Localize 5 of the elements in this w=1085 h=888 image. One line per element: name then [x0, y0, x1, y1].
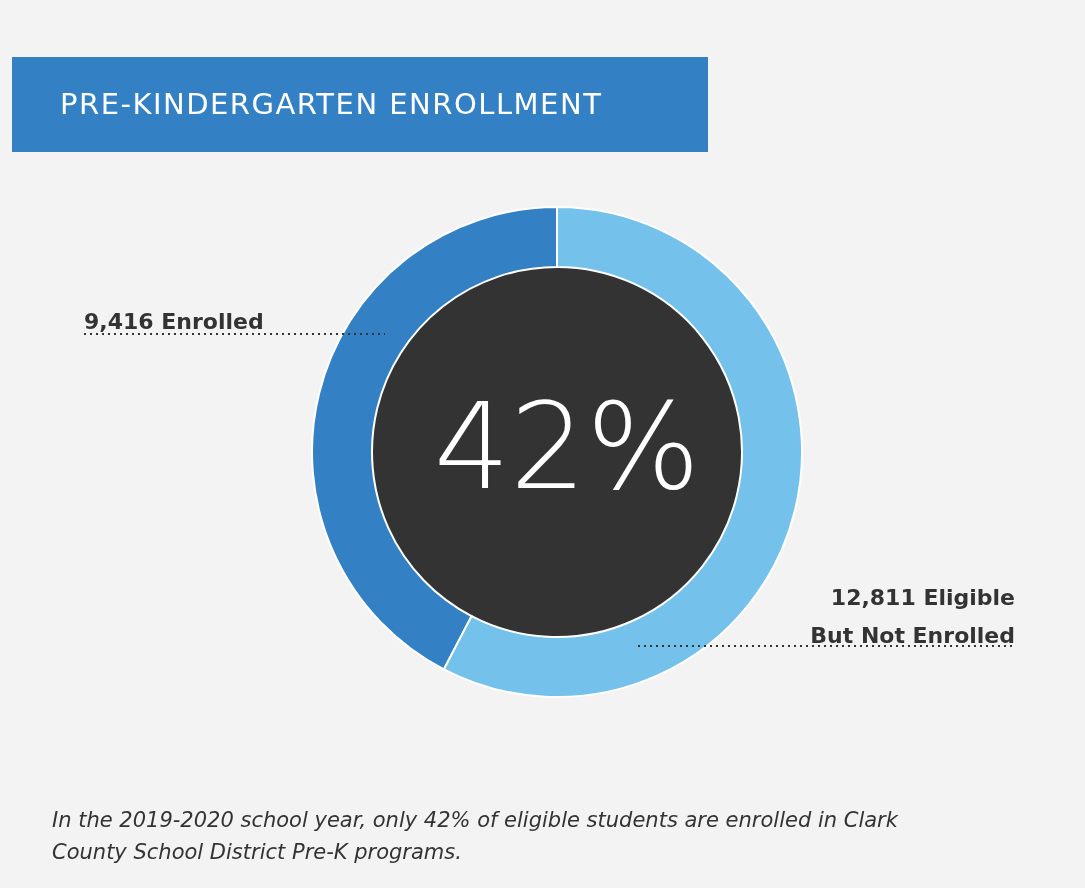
chart-title: PRE-KINDERGARTEN ENROLLMENT	[60, 87, 603, 121]
text: 42%	[433, 377, 701, 516]
slice-label: 9,416 Enrolled	[84, 309, 264, 334]
text: In the 2019-2020 school year, only 42% of eligible students are enrolled in Clark County School District Pre-K programs.	[52, 807, 899, 866]
slice-label: 12,811 Eligible But Not Enrolled	[810, 585, 1015, 648]
